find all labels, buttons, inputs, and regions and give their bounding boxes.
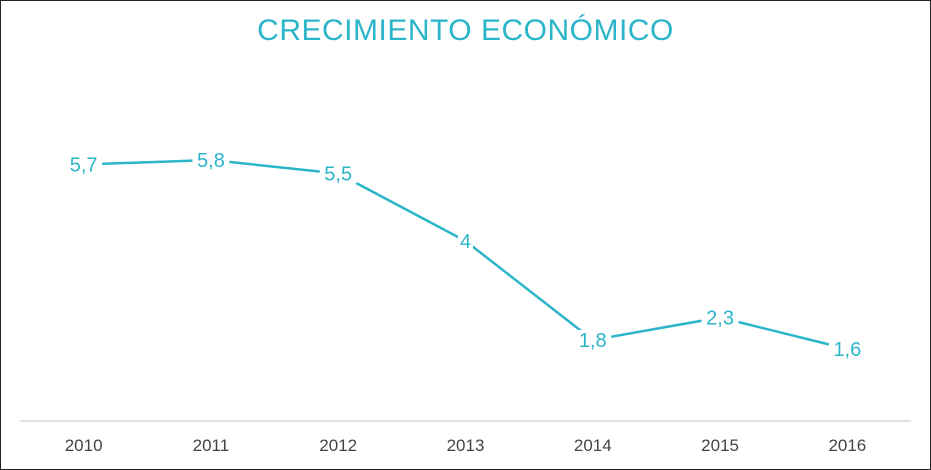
data-label-bg (574, 330, 612, 350)
data-point-2010: 5,7 (65, 154, 103, 177)
data-point-2012: 5,5 (319, 163, 357, 186)
data-label-2013: 4 (460, 231, 471, 253)
data-point-2011: 5,8 (192, 150, 230, 172)
x-tick-label-2011: 2011 (193, 436, 230, 455)
data-label-bg (65, 154, 103, 175)
data-label-2011: 5,8 (197, 150, 225, 172)
data-label-2015: 2,3 (706, 308, 734, 330)
data-point-2014: 1,8 (574, 330, 612, 352)
x-tick-label-2012: 2012 (319, 436, 357, 455)
x-tick-label-2016: 2016 (828, 436, 866, 455)
chart-title: CRECIMIENTO ECONÓMICO (257, 14, 674, 47)
data-point-2016: 1,6 (828, 339, 866, 361)
data-point-2015: 2,3 (701, 307, 739, 330)
data-label-bg (828, 339, 866, 359)
data-label-bg (319, 163, 357, 184)
data-label-2010: 5,7 (70, 155, 98, 177)
data-label-bg (701, 307, 739, 328)
x-tick-label-2014: 2014 (574, 436, 612, 455)
data-label-bg (458, 231, 473, 251)
x-tick-label-2013: 2013 (447, 436, 485, 455)
x-tick-label-2015: 2015 (701, 436, 739, 455)
data-point-2013: 4 (458, 231, 473, 253)
data-label-2016: 1,6 (833, 339, 861, 361)
data-label-2012: 5,5 (324, 164, 352, 186)
x-tick-label-2010: 2010 (65, 436, 103, 455)
data-label-2014: 1,8 (579, 330, 607, 352)
data-label-bg (192, 150, 230, 170)
